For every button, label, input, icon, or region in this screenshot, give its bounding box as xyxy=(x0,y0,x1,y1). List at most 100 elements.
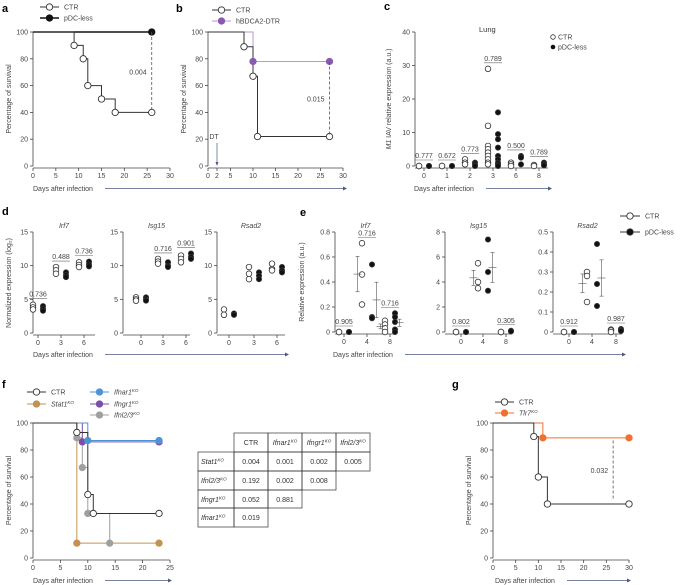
panel-b-x-tick-label: 2 xyxy=(215,173,219,180)
panel-label-f: f xyxy=(2,379,6,391)
table-row-header: Stat1KO xyxy=(201,458,224,467)
panel-ab-x-axis-label-arrow-icon xyxy=(343,186,347,191)
table-cell-value: 0.881 xyxy=(276,497,294,504)
panel-g-x-tick-label: 10 xyxy=(534,565,542,572)
panel-c-pvalue-label: 0.777 xyxy=(415,153,433,160)
panel-f-y-tick-label: 0 xyxy=(24,556,28,563)
table-cell-value: 0.001 xyxy=(276,459,294,466)
panel-c-pdc-point xyxy=(518,161,525,168)
panel-b-x-tick-label: 25 xyxy=(317,173,325,180)
panel-e-irf7-ctr-point xyxy=(335,328,343,336)
panel-e-rsad2-ctr-point xyxy=(583,298,591,306)
panel-f-x-tick-label: 10 xyxy=(84,565,92,572)
panel-b-x-tick-label: 5 xyxy=(229,173,233,180)
panel-d-irf7-y-tick-label: 5 xyxy=(24,297,28,304)
panel-e-isg15-x-tick-label: 8 xyxy=(504,339,508,346)
panel-c-x-tick-label: 1 xyxy=(445,173,449,180)
panel-c-ctr-point xyxy=(484,122,492,129)
table-cell-value: 0.019 xyxy=(242,515,260,522)
table-column-header: Ifnl2/3KO xyxy=(340,439,366,448)
panel-e-legend-ctr: CTR xyxy=(645,214,659,221)
panel-g-y-tick-label: 0 xyxy=(484,556,488,563)
panel-d-isg15-ctr-point xyxy=(177,259,185,266)
panel-e-isg15-x-tick-label: 4 xyxy=(481,339,485,346)
panel-e-irf7-x-tick-label: 8 xyxy=(388,339,392,346)
table-cell xyxy=(233,507,269,528)
table-row-header: Ifngr1KO xyxy=(201,496,226,505)
panel-e-legend-marker xyxy=(626,228,634,236)
panel-e-irf7-x-tick-label: 0 xyxy=(342,339,346,346)
panel-e-rsad2-y-tick-label: 0.1 xyxy=(538,310,548,317)
panel-c-y-tick-label: 0 xyxy=(406,164,410,171)
panel-d-rsad2-x-tick-label: 0 xyxy=(227,340,231,347)
panel-b-dt-arrow-icon xyxy=(215,162,219,166)
panel-a-legend-pdcless: pDC-less xyxy=(64,16,93,23)
panel-d-rsad2-y-tick-label: 0 xyxy=(208,331,212,338)
panel-g-y-tick-label: 60 xyxy=(480,475,488,482)
panel-c-pdc-point xyxy=(494,131,501,138)
panel-c-pdc-point xyxy=(541,162,548,169)
panel-c-title: Lung xyxy=(479,25,496,34)
panel-c-legend-ctr-marker xyxy=(550,34,556,40)
panel-f-x-tick-label: 20 xyxy=(139,565,147,572)
panel-e-isg15-pdc-point xyxy=(484,236,491,243)
panel-f-x-tick-label: 25 xyxy=(166,565,174,572)
panel-c-ctr-point xyxy=(438,162,446,170)
panel-d-irf7-y-tick-label: 15 xyxy=(20,230,28,237)
panel-b-y-axis-label: Percentage of survival xyxy=(181,64,188,134)
panel-c-pdc-point xyxy=(518,154,525,161)
panel-c-pdc-point xyxy=(494,136,501,143)
panel-b-survival-marker xyxy=(253,132,262,141)
panel-e-isg15-pdc-point xyxy=(484,287,491,294)
panel-label-d: d xyxy=(2,206,9,218)
panel-b-hbdca2dtr-curve xyxy=(208,31,330,62)
panel-e-irf7-pdc-point xyxy=(345,328,352,335)
panel-f-survival-marker xyxy=(155,539,163,547)
panel-a-x-tick-label: 0 xyxy=(31,173,35,180)
panel-d-isg15-x-tick-label: 6 xyxy=(184,340,188,347)
panel-d-rsad2-ctr-point xyxy=(220,311,228,319)
panel-f-survival-marker xyxy=(84,490,92,499)
panel-a-survival-marker xyxy=(111,108,119,117)
panel-a-survival-marker xyxy=(84,81,92,90)
panel-c-ctr-point xyxy=(415,162,423,170)
panel-e-rsad2-y-tick-label: 0.5 xyxy=(538,230,548,237)
panel-e-irf7-pdc-point xyxy=(368,261,375,268)
panel-f-legend-ifngr1: Ifngr1KO xyxy=(114,400,139,409)
panel-d-isg15-x-tick-label: 3 xyxy=(161,340,165,347)
panel-a-x-tick-label: 20 xyxy=(120,173,128,180)
panel-a-x-tick-label: 15 xyxy=(98,173,106,180)
panel-a-x-tick-label: 30 xyxy=(166,173,174,180)
panel-a-y-tick-label: 20 xyxy=(20,137,28,144)
panel-e-rsad2-ctr-point xyxy=(607,328,615,336)
panel-g-x-tick-label: 30 xyxy=(625,565,633,572)
panel-b-x-tick-label: 0 xyxy=(206,173,210,180)
panel-f-survival-marker xyxy=(84,436,92,445)
panel-f-y-tick-label: 20 xyxy=(20,529,28,536)
panel-b-x-tick-label: 30 xyxy=(339,173,347,180)
panel-a-pvalue-label: 0.004 xyxy=(129,70,147,77)
panel-f-legend-marker xyxy=(32,400,41,408)
panel-e-irf7-pdc-point xyxy=(391,318,398,325)
panel-e-irf7-pvalue-label: 0.716 xyxy=(358,230,376,237)
panel-d-rsad2-pdc-point xyxy=(255,276,262,283)
table-column-header: Ifngr1KO xyxy=(307,439,332,448)
table-cell-value: 0.008 xyxy=(310,478,328,485)
panel-e-isg15-y-tick-label: 0 xyxy=(436,330,440,337)
panel-d-irf7-x-tick-label: 3 xyxy=(59,340,63,347)
panel-b-y-tick-label: 20 xyxy=(195,137,203,144)
panel-b-y-tick-label: 100 xyxy=(191,30,203,37)
panel-g-x-tick-label: 0 xyxy=(491,565,495,572)
panel-e-irf7-y-tick-label: 0 xyxy=(326,330,330,337)
panel-c-pvalue-label: 0.773 xyxy=(461,146,479,153)
panel-g-survival-marker xyxy=(534,473,542,481)
panel-e-y-axis-label: Relative expression (a.u.) xyxy=(299,242,306,321)
panel-f-legend-marker xyxy=(95,388,104,396)
panel-a-y-tick-label: 60 xyxy=(20,83,28,90)
panel-g-y-axis-label: Percentage of survival xyxy=(466,455,473,525)
panel-f-survival-marker xyxy=(73,539,81,547)
panel-e-rsad2-y-tick-label: 0.4 xyxy=(538,250,548,257)
panel-a-legend-ctr: CTR xyxy=(64,5,78,12)
panel-c-y-tick-label: 40 xyxy=(402,30,410,37)
panel-f-ifngr1-curve xyxy=(33,422,160,443)
